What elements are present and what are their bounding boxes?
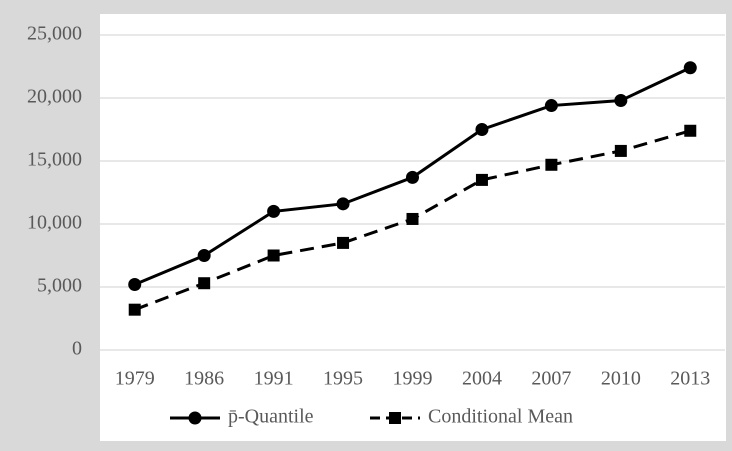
data-point — [614, 94, 628, 108]
x-tick-label: 1979 — [115, 368, 155, 390]
data-point — [614, 144, 627, 157]
data-point — [683, 61, 697, 75]
data-point — [128, 303, 141, 316]
x-tick-label: 1986 — [184, 368, 224, 390]
data-point — [684, 124, 697, 137]
x-tick-label: 1999 — [393, 368, 433, 390]
x-tick-label: 2013 — [670, 368, 710, 390]
plot-area — [100, 14, 726, 441]
x-tick-label: 1995 — [323, 368, 363, 390]
data-point — [406, 170, 419, 184]
data-point — [475, 123, 489, 136]
y-tick-label: 20,000 — [27, 86, 82, 108]
x-tick-label: 2004 — [462, 368, 502, 390]
data-point — [267, 204, 281, 218]
data-point — [336, 197, 350, 211]
data-point — [475, 173, 488, 186]
data-point — [198, 277, 211, 290]
x-tick-label: 2010 — [601, 368, 641, 390]
y-tick-label: 5,000 — [37, 275, 82, 297]
data-point — [197, 249, 211, 262]
x-tick-label: 1991 — [254, 368, 294, 390]
legend-label: p̄-Quantile — [228, 406, 314, 428]
data-point — [337, 236, 350, 249]
legend-label: Conditional Mean — [428, 406, 573, 428]
legend-marker — [188, 411, 202, 425]
y-tick-label: 10,000 — [27, 212, 82, 234]
y-tick-label: 25,000 — [27, 23, 82, 45]
x-tick-label: 2007 — [531, 368, 571, 390]
y-tick-label: 15,000 — [27, 149, 82, 171]
data-point — [267, 249, 280, 262]
legend-marker — [389, 412, 401, 424]
data-point — [128, 277, 142, 291]
data-point — [545, 158, 558, 171]
data-point — [544, 99, 558, 113]
y-tick-label: 0 — [72, 338, 82, 360]
data-point — [406, 212, 419, 225]
